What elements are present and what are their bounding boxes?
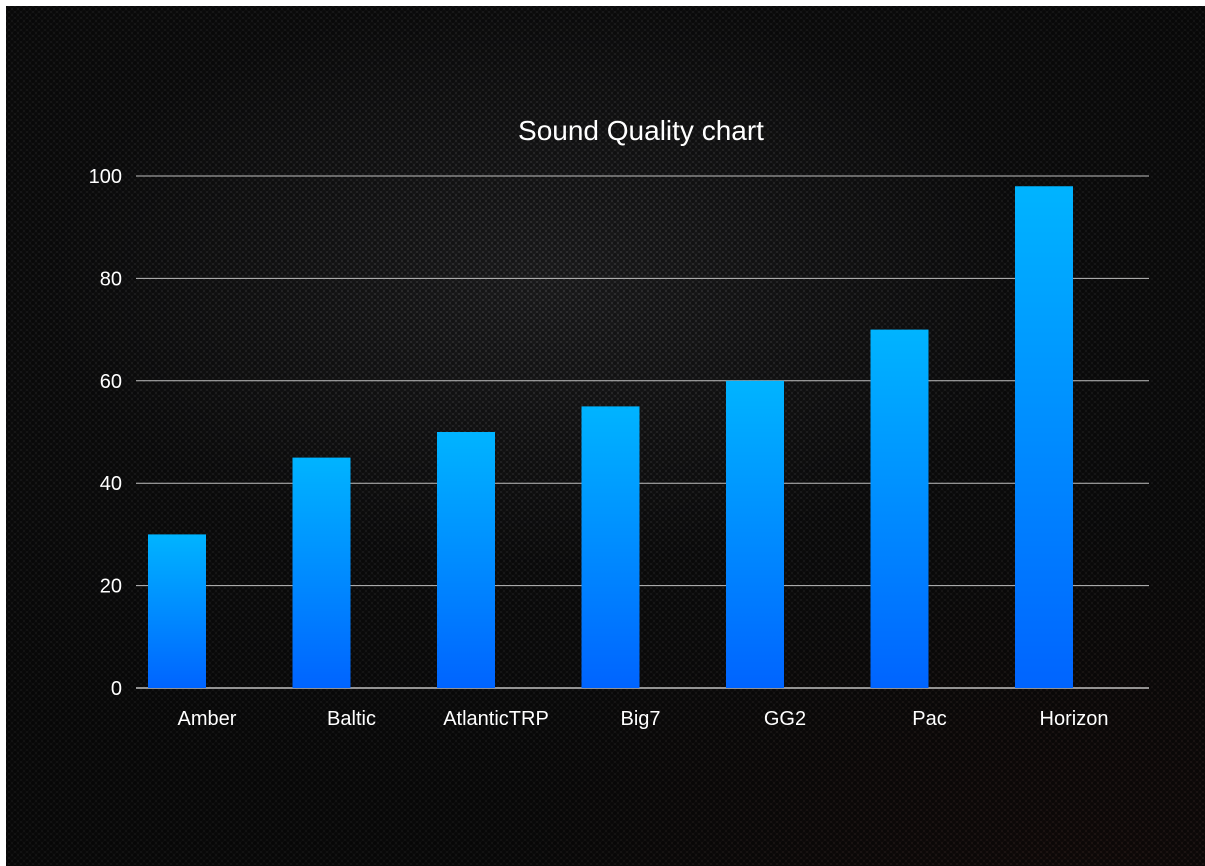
chart-slide: Sound Quality chart 0 20 40 60 80 100 Amber Ba… bbox=[6, 6, 1205, 866]
y-tick-label: 0 bbox=[111, 678, 122, 700]
x-tick-label: AtlanticTRP bbox=[443, 708, 549, 730]
bars bbox=[148, 186, 1073, 689]
x-tick-label: Pac bbox=[912, 708, 946, 730]
y-tick-label: 40 bbox=[100, 473, 122, 495]
y-tick-label: 60 bbox=[100, 371, 122, 393]
bar-atlantictrp bbox=[437, 432, 495, 688]
bar-baltic bbox=[292, 457, 351, 688]
y-axis-ticks: 0 20 40 60 80 100 bbox=[89, 166, 122, 700]
bar-chart: Sound Quality chart 0 20 40 60 80 100 Amber Ba… bbox=[89, 115, 1149, 730]
x-tick-label: Horizon bbox=[1040, 708, 1109, 730]
x-tick-label: Baltic bbox=[327, 708, 376, 730]
chart-title: Sound Quality chart bbox=[518, 115, 764, 146]
y-tick-label: 20 bbox=[100, 576, 122, 598]
bar-horizon bbox=[1015, 186, 1073, 689]
y-tick-label: 100 bbox=[89, 166, 122, 188]
bar-big7 bbox=[581, 406, 640, 688]
x-tick-label: Amber bbox=[178, 708, 237, 730]
y-tick-label: 80 bbox=[100, 268, 122, 290]
x-tick-label: Big7 bbox=[620, 708, 660, 730]
x-tick-label: GG2 bbox=[764, 708, 806, 730]
bar-gg2 bbox=[726, 380, 784, 688]
grid-lines bbox=[136, 175, 1149, 689]
bar-amber bbox=[148, 534, 206, 688]
x-axis-ticks: Amber Baltic AtlanticTRP Big7 GG2 Pac Horizon bbox=[178, 708, 1109, 730]
bar-pac bbox=[870, 329, 929, 688]
